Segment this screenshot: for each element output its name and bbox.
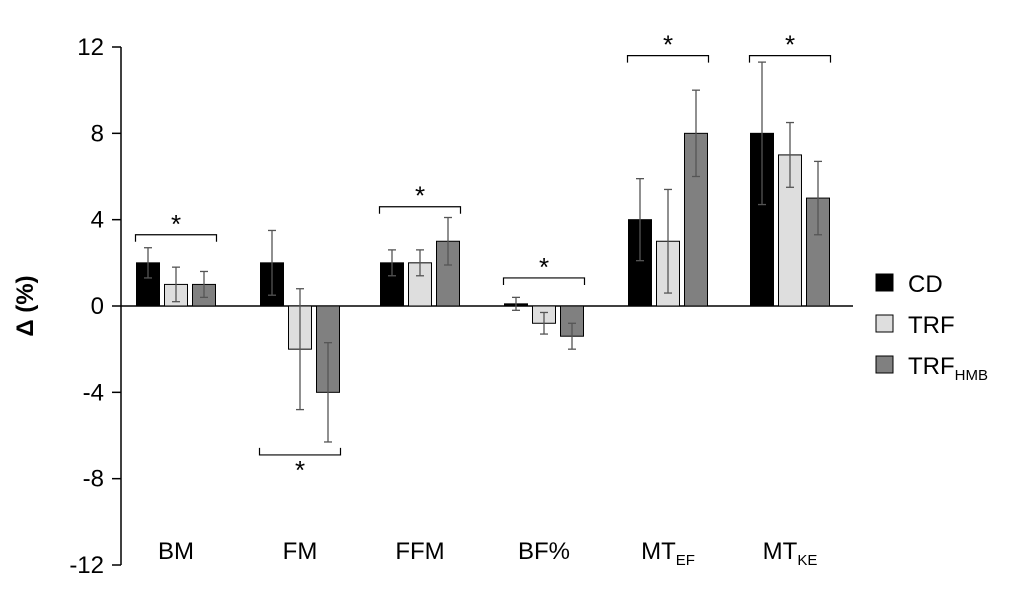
significance-bracket	[378, 206, 462, 214]
legend-swatch-cd	[875, 273, 894, 292]
significance-bracket	[258, 447, 342, 456]
y-tick-label: -12	[69, 552, 104, 579]
significance-marker: *	[785, 30, 795, 60]
axis-layer: 12 8 4 0 -4 -8 -12 Δ (%)	[12, 34, 853, 579]
legend: CD TRF TRFHMB	[875, 271, 988, 384]
legend-label-cd: CD	[908, 271, 943, 298]
legend-label-trf: TRF	[908, 312, 955, 339]
y-tick-label: -4	[83, 379, 104, 406]
significance-marker: *	[663, 30, 673, 60]
label-layer: BM FM FFM BF% MTEF MTKE	[158, 538, 817, 569]
significance-marker: *	[539, 252, 549, 282]
y-tick-label: 0	[91, 293, 104, 320]
significance-bracket	[626, 55, 710, 63]
legend-label-trfhmb: TRFHMB	[908, 353, 988, 384]
category-label: FFM	[395, 538, 444, 565]
y-axis-label: Δ (%)	[12, 275, 39, 336]
bar-layer	[136, 61, 830, 443]
legend-swatch-trf	[875, 314, 894, 333]
significance-bracket	[134, 234, 218, 242]
category-label: MTEF	[641, 538, 695, 569]
significance-bracket	[502, 277, 586, 285]
y-tick-label: 12	[77, 34, 104, 61]
significance-bracket	[748, 55, 832, 63]
category-label: BM	[158, 538, 194, 565]
significance-marker: *	[295, 455, 305, 485]
category-label: BF%	[518, 538, 570, 565]
y-tick-label: -8	[83, 466, 104, 493]
y-tick-label: 8	[91, 120, 104, 147]
category-label: FM	[283, 538, 318, 565]
category-label: MTKE	[763, 538, 818, 569]
annotation-layer: * * * * * *	[134, 30, 832, 485]
legend-swatch-trfhmb	[875, 355, 894, 374]
significance-marker: *	[415, 181, 425, 211]
significance-marker: *	[171, 209, 181, 239]
y-tick-label: 4	[91, 207, 104, 234]
